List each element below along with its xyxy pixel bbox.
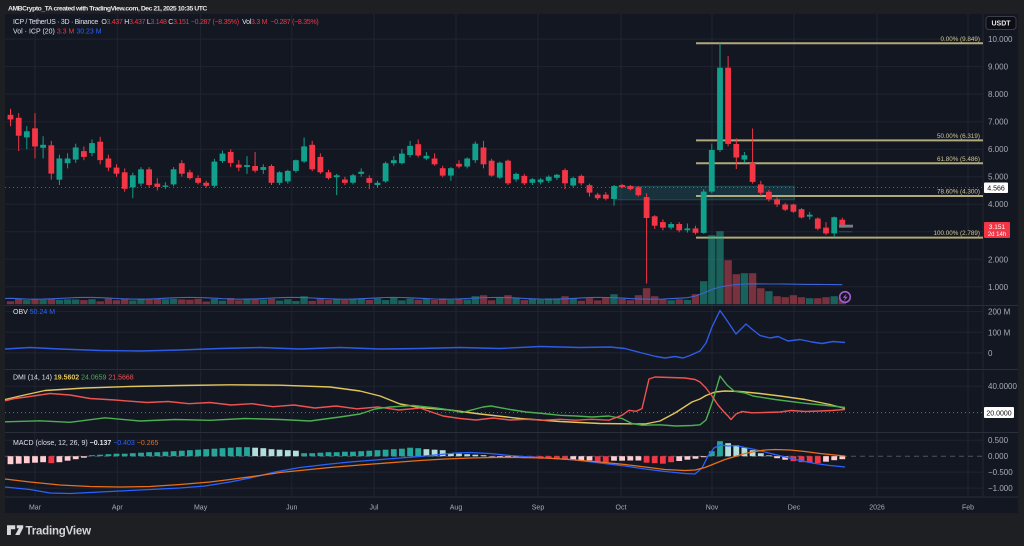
svg-text:200 M: 200 M — [988, 308, 1011, 317]
svg-text:Oct: Oct — [616, 505, 627, 512]
svg-text:DMI (14, 14) 19.5602 24.0659 2: DMI (14, 14) 19.5602 24.0659 21.5668 — [13, 375, 134, 382]
svg-text:8.000: 8.000 — [988, 90, 1009, 99]
svg-text:Mar: Mar — [29, 505, 42, 512]
svg-text:USDT: USDT — [991, 21, 1011, 28]
svg-text:10.000: 10.000 — [988, 35, 1013, 44]
svg-text:1.000: 1.000 — [988, 283, 1009, 292]
svg-text:0: 0 — [988, 349, 993, 358]
svg-text:40.0000: 40.0000 — [988, 382, 1017, 391]
svg-text:MACD (close, 12, 26, 9) −0.137: MACD (close, 12, 26, 9) −0.137 −0.403 −0… — [13, 440, 158, 447]
svg-text:5.000: 5.000 — [988, 173, 1009, 182]
svg-text:4.566: 4.566 — [987, 185, 1005, 192]
svg-text:9.000: 9.000 — [988, 63, 1009, 72]
svg-text:61.80% (5.486): 61.80% (5.486) — [937, 156, 980, 163]
svg-text:ICP / TetherUS · 3D · Binance: ICP / TetherUS · 3D · Binance O3.437 H3.… — [13, 19, 318, 26]
svg-text:TradingView: TradingView — [26, 525, 92, 537]
svg-text:Jul: Jul — [370, 505, 379, 512]
svg-text:7.000: 7.000 — [988, 118, 1009, 127]
svg-text:May: May — [194, 505, 208, 512]
svg-text:78.60% (4.300): 78.60% (4.300) — [937, 189, 980, 196]
svg-text:50.00% (6.319): 50.00% (6.319) — [937, 133, 980, 140]
svg-text:Apr: Apr — [112, 505, 124, 512]
svg-text:20.0000: 20.0000 — [986, 410, 1011, 417]
svg-text:Feb: Feb — [962, 505, 974, 512]
svg-text:−0.500: −0.500 — [988, 468, 1013, 477]
svg-text:0.000: 0.000 — [988, 452, 1009, 461]
svg-text:6.000: 6.000 — [988, 145, 1009, 154]
svg-text:100 M: 100 M — [988, 328, 1011, 337]
svg-text:Dec: Dec — [788, 505, 801, 512]
svg-text:100.00% (2.789): 100.00% (2.789) — [933, 230, 980, 237]
svg-text:Vol · ICP (20) 3.3 M 30.23 M: Vol · ICP (20) 3.3 M 30.23 M — [13, 29, 102, 36]
svg-text:2d 14h: 2d 14h — [988, 232, 1006, 238]
svg-text:−1.000: −1.000 — [988, 484, 1013, 493]
svg-text:Nov: Nov — [706, 505, 719, 512]
svg-text:Jun: Jun — [286, 505, 297, 512]
svg-text:Sep: Sep — [532, 505, 545, 512]
svg-text:Aug: Aug — [450, 505, 463, 512]
svg-text:2026: 2026 — [869, 505, 885, 512]
svg-text:2.000: 2.000 — [988, 255, 1009, 264]
svg-text:4.000: 4.000 — [988, 200, 1009, 209]
svg-text:OBV 50.24 M: OBV 50.24 M — [13, 309, 55, 316]
svg-text:0.500: 0.500 — [988, 436, 1009, 445]
svg-text:3.151: 3.151 — [989, 224, 1006, 231]
svg-text:AMBCrypto_TA created with Trad: AMBCrypto_TA created with TradingView.co… — [8, 6, 207, 13]
svg-text:0.00% (9.849): 0.00% (9.849) — [940, 36, 980, 43]
